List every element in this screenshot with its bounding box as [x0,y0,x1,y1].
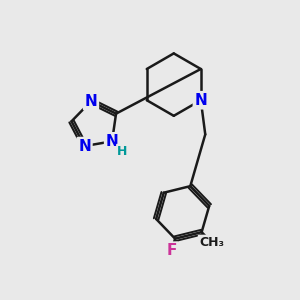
Text: N: N [85,94,98,109]
Text: H: H [117,145,128,158]
Text: N: N [106,134,118,149]
Text: N: N [78,139,91,154]
Text: N: N [194,93,207,108]
Text: F: F [167,243,177,258]
Text: CH₃: CH₃ [199,236,224,249]
